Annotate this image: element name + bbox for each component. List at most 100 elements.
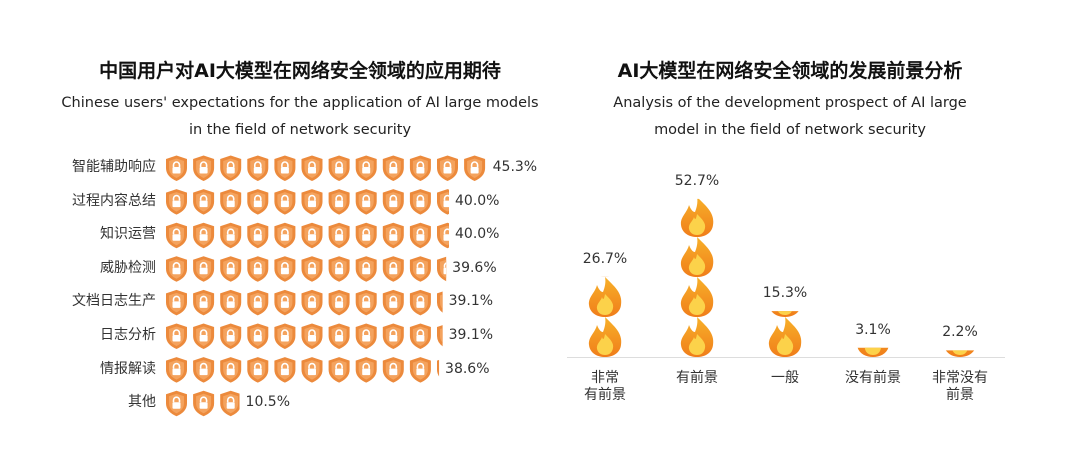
category-label: 其他	[128, 394, 156, 411]
category-label: 情报解读	[100, 360, 156, 377]
category-label: 过程内容总结	[72, 192, 156, 209]
shield-icon	[246, 221, 270, 249]
shield-icon	[273, 188, 297, 216]
shield-icon	[246, 255, 270, 283]
shield-icon	[409, 221, 432, 249]
shield-icon	[273, 356, 297, 384]
category-label: 智能辅助响应	[72, 159, 156, 175]
shield-icon	[192, 221, 215, 249]
shield-icon	[165, 188, 188, 216]
flame-icon	[680, 277, 714, 317]
shield-icon	[219, 255, 242, 283]
shield-icon	[192, 154, 215, 182]
pictogram-bar	[165, 389, 240, 418]
shield-icon	[381, 289, 405, 317]
shield-icon	[246, 289, 270, 317]
shield-icon	[192, 289, 215, 317]
category-label: 有前景	[676, 370, 718, 386]
category-label: 非常没有 前景	[932, 370, 988, 403]
shield-icon	[327, 221, 351, 249]
shield-icon	[246, 356, 270, 384]
shield-icon	[381, 188, 405, 216]
category-label: 日志分析	[100, 327, 156, 343]
shield-icon	[192, 389, 215, 418]
shield-icon	[381, 356, 405, 384]
pictogram-bar	[165, 289, 443, 317]
value-label: 40.0%	[455, 226, 500, 243]
shield-icon	[219, 389, 240, 418]
shield-icon	[219, 188, 242, 216]
shield-icon	[219, 154, 242, 182]
flame-icon	[680, 237, 714, 277]
shield-icon	[327, 188, 351, 216]
value-label: 38.6%	[445, 360, 490, 377]
shield-icon	[409, 188, 432, 216]
value-label: 2.2%	[942, 324, 978, 341]
shield-icon	[273, 255, 297, 283]
shield-icon	[192, 356, 215, 384]
shield-icon	[192, 188, 215, 216]
pictogram-bar	[165, 322, 443, 350]
chart-title: AI大模型在网络安全领域的发展前景分析	[617, 60, 963, 82]
shield-icon	[463, 154, 486, 182]
shield-icon	[165, 356, 188, 384]
category-label: 威胁检测	[100, 259, 156, 276]
value-label: 39.1%	[448, 327, 494, 343]
shield-icon	[327, 356, 351, 384]
shield-icon	[354, 356, 378, 384]
shield-icon	[354, 322, 378, 350]
shield-icon	[165, 322, 188, 350]
shield-icon	[165, 221, 188, 249]
shield-icon	[409, 289, 432, 317]
shield-icon	[300, 289, 324, 317]
shield-icon	[381, 255, 405, 283]
chart-title: 中国用户对AI大模型在网络安全领域的应用期待	[99, 60, 501, 82]
flame-icon	[680, 317, 714, 357]
shield-icon	[300, 255, 324, 283]
shield-icon	[300, 356, 324, 384]
shield-icon	[409, 322, 432, 350]
value-label: 39.6%	[452, 259, 497, 276]
shield-icon	[327, 255, 351, 283]
shield-icon	[436, 154, 459, 182]
shield-icon	[300, 188, 324, 216]
shield-icon	[273, 322, 297, 350]
shield-icon	[165, 255, 188, 283]
shield-icon	[246, 154, 270, 182]
category-label: 没有前景	[845, 370, 901, 386]
pictogram-bar	[165, 255, 447, 283]
flame-icon	[768, 317, 802, 357]
flame-icon	[588, 317, 622, 357]
value-label: 45.3%	[492, 159, 538, 175]
pictogram-column	[680, 198, 714, 357]
shield-icon	[354, 188, 378, 216]
shield-icon	[246, 188, 270, 216]
shield-icon	[192, 322, 215, 350]
pictogram-bar	[165, 188, 449, 216]
value-label: 3.1%	[855, 321, 891, 338]
shield-icon	[409, 255, 432, 283]
shield-icon	[327, 154, 351, 182]
shield-icon	[273, 154, 297, 182]
pictogram-bar	[165, 154, 486, 182]
shield-icon	[192, 255, 215, 283]
shield-icon	[219, 322, 242, 350]
category-label: 文档日志生产	[72, 293, 156, 310]
value-label: 40.0%	[455, 192, 500, 209]
shield-icon	[165, 389, 188, 418]
flame-icon	[588, 277, 622, 317]
shield-icon	[246, 322, 270, 350]
shield-icon	[273, 289, 297, 317]
shield-icon	[409, 356, 432, 384]
shield-icon	[300, 154, 324, 182]
category-label: 一般	[771, 370, 799, 386]
shield-icon	[219, 289, 242, 317]
pictogram-bar	[165, 356, 440, 384]
shield-icon	[273, 221, 297, 249]
shield-icon	[219, 356, 242, 384]
value-label: 10.5%	[245, 394, 291, 411]
shield-icon	[327, 322, 351, 350]
